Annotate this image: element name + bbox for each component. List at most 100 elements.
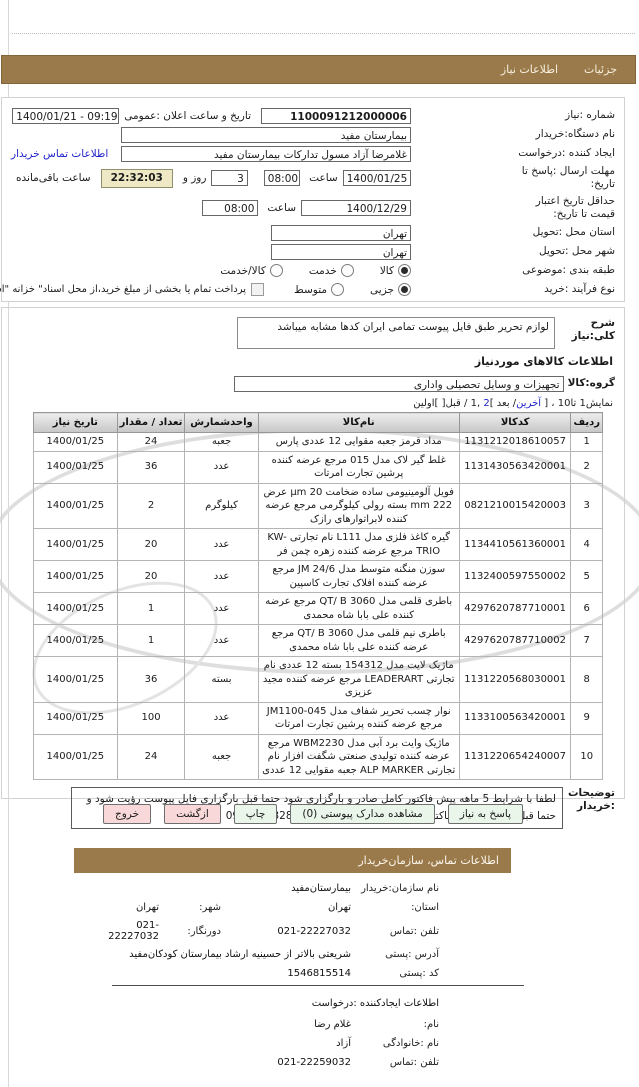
days-field[interactable]: 3 [212,170,249,186]
treasury-checkbox[interactable] [252,283,266,296]
announce-datetime-field[interactable]: 1400/01/21 - 09:19 [13,107,121,124]
cell-need-date: 1400/01/25 [34,482,119,529]
table-row: 3 0821210015420003 فویل آلومینیومی ساده ضخ… [34,482,604,529]
need-desc-field[interactable]: لوازم تحریر طبق فایل پیوست تمامی ایران ک… [238,317,556,349]
radio-goods-label: کالا [380,264,395,277]
buyer-org-row: نام دستگاه:خریدار بیمارستان مفید [12,126,616,143]
cell-unit: عدد [185,592,260,625]
cell-unit: عدد [185,701,260,735]
creator-last-name-label: نام :خانوادگی [383,1038,440,1049]
announce-label: تاریخ و ساعت اعلان :عمومی [125,109,252,122]
treasury-note: پرداخت تمام یا بخشی از مبلغ خرید،از محل … [0,284,248,295]
cell-need-date: 1400/01/25 [34,592,119,625]
cell-unit: جعبه [185,733,260,780]
org-name-label: نام سازمان:خریدار [362,883,440,894]
header-row-number: ردیف [571,412,604,433]
need-number-field[interactable]: 1100091212000006 [262,107,412,124]
cell-need-date: 1400/01/25 [34,432,119,452]
need-number-row: شماره :نیاز 1100091212000006 تاریخ و ساع… [12,107,616,124]
cell-need-date: 1400/01/25 [34,450,119,484]
cell-qty: 36 [117,656,187,703]
cell-row-number: 5 [571,560,604,593]
validity-time-field[interactable]: 08:00 [203,200,260,216]
cell-item-code: 0821210015420003 [459,482,573,529]
header-unit: واحدشمارش [185,412,260,433]
tab-details[interactable]: جزئیات [585,63,618,76]
process-type-label: نوع فرآیند :خرید [545,283,616,296]
tab-bar: جزئیات اطلاعات نیاز [2,55,637,84]
cell-qty: 24 [117,432,187,452]
validity-row: حداقل تاریخ اعتبار قیمت تا تاریخ: 1400/1… [12,194,616,222]
city-row: شهر محل :تحویل تهران [12,243,616,260]
deadline-row: مهلت ارسال :پاسخ تا تاریخ: 1400/01/25 سا… [12,164,616,192]
top-dotted-divider [13,33,636,34]
table-row: 5 1132400597550002 سوزن منگنه متوسط مدل JM… [34,560,604,593]
radio-goods[interactable] [399,264,412,277]
exit-button[interactable]: خروج [103,804,153,824]
cell-unit: عدد [185,450,260,484]
deadline-hour-label: ساعت [310,172,339,184]
countdown-timer: 22:32:03 [101,168,174,188]
need-desc-label: شرح کلی:نیاز [572,317,616,343]
cell-need-date: 1400/01/25 [34,656,119,703]
deadline-label: مهلت ارسال :پاسخ تا تاریخ: [522,165,616,190]
province-row: استان محل :تحویل تهران [12,224,616,241]
buyer-org-field[interactable]: بیمارستان مفید [122,126,412,143]
table-row: 6 4297620787710001 باطری قلمی مدل QT/ B 30… [34,592,604,625]
cell-need-date: 1400/01/25 [34,560,119,593]
radio-service[interactable] [341,264,355,277]
creator-first-name-label: نام: [424,1019,440,1030]
radio-goods-service-label: کالا/خدمت [221,264,267,277]
buyer-remarks-label: توضیحات :خریدار [568,787,616,813]
pager-page-2-link[interactable]: 2 [484,398,491,409]
view-attached-docs-button[interactable]: مشاهده مدارک پیوستی (0) [291,804,436,824]
buyer-contact-link[interactable]: اطلاعات تماس خریدار [12,147,110,160]
action-buttons: پاسخ به نیاز مشاهده مدارک پیوستی (0) چاپ… [2,804,626,824]
header-need-date: تاریخ نیاز [34,412,119,433]
cell-qty: 20 [117,560,187,593]
cell-qty: 100 [117,701,187,735]
cell-item-code: 1132400597550002 [459,560,573,593]
deadline-time-field[interactable]: 08:00 [264,170,302,186]
deadline-date-field[interactable]: 1400/01/25 [343,170,412,186]
pager: نمایش1 تا10 ، [ آخرین/ بعد ]2 ,1 / قبل[ … [14,398,614,409]
table-row: 9 1133100563420001 نوار چسب تحریر شفاف مدل… [34,701,604,735]
org-postal-value: 1546815514 [288,968,352,979]
table-row: 1 1131212018610057 مداد قرمز جعبه مقوایی 1… [34,432,604,452]
cell-qty: 36 [117,450,187,484]
creator-phone-label: تلفن :تماس [390,1057,440,1068]
city-field[interactable]: تهران [272,243,412,260]
table-row: 7 4297620787710002 باطری نیم قلمی مدل QT/ … [34,624,604,657]
need-items-panel: شرح کلی:نیاز لوازم تحریر طبق فایل پیوست … [2,307,626,829]
header-item-code: کدکالا [459,412,573,433]
cell-item-name: باطری نیم قلمی مدل QT/ B 3060 مرجع عرضه … [258,624,461,657]
province-label: استان محل :تحویل [533,226,616,239]
province-field[interactable]: تهران [272,224,412,241]
creator-row: ایجاد کننده :درخواست غلامرضا آزاد مسول ت… [12,145,616,162]
org-city-label: شهر: [200,902,222,913]
tab-need-info[interactable]: اطلاعات نیاز [501,63,560,76]
creator-last-name-row: نام :خانوادگی آزاد [105,1037,440,1050]
validity-date-field[interactable]: 1400/12/29 [302,200,412,216]
goods-group-field[interactable]: تجهیزات و وسایل تحصیلی واداری [234,376,565,392]
cell-unit: عدد [185,528,260,561]
radio-minor-label: جزیی [371,283,395,296]
radio-medium[interactable] [332,283,346,296]
cell-need-date: 1400/01/25 [34,528,119,561]
radio-goods-service[interactable] [270,264,284,277]
table-row: 4 1134410561360001 گیره کاغذ فلزی مدل L111… [34,528,604,561]
org-address-value: شریعتی بالاتر از حسینیه ارشاد بیمارستان … [130,949,352,960]
radio-medium-label: متوسط [295,283,329,296]
creator-field[interactable]: غلامرضا آزاد مسول تدارکات بیمارستان مفید [122,145,412,162]
reply-to-need-button[interactable]: پاسخ به نیاز [448,804,525,824]
radio-minor[interactable] [399,283,412,296]
items-heading: اطلاعات کالاهای موردنیاز [475,355,614,368]
remaining-label: ساعت باقی‌مانده [17,172,92,184]
cell-row-number: 4 [571,528,604,561]
pager-last-link[interactable]: آخرین [517,398,543,409]
header-item-name: نام‌کالا [258,412,461,433]
cell-item-name: مداد قرمز جعبه مقوایی 12 عددی پارس [258,432,461,452]
print-button[interactable]: چاپ [234,804,279,824]
back-button[interactable]: ازگشت [165,804,222,824]
